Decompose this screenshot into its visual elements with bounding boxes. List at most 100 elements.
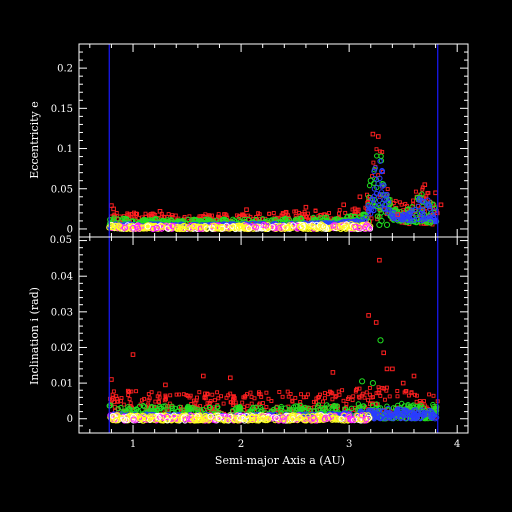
data-point [153, 224, 160, 231]
data-point [376, 385, 381, 390]
bottom-panel-ticks: 0 0.01 0.02 0.03 0.04 1 2 3 4 [51, 237, 468, 450]
data-point [109, 412, 117, 420]
data-point [115, 405, 121, 412]
data-point [115, 222, 122, 229]
data-point [341, 398, 346, 403]
data-point [155, 414, 162, 421]
data-point [380, 150, 385, 154]
data-point [246, 225, 253, 232]
data-point [415, 203, 422, 210]
outlier-point [378, 217, 385, 224]
data-point [322, 396, 327, 401]
data-point [426, 203, 433, 209]
data-point [252, 396, 257, 401]
data-point [231, 395, 236, 400]
outlier-point [357, 194, 363, 200]
data-point [404, 389, 409, 393]
data-point [348, 213, 354, 219]
data-point [420, 187, 425, 192]
data-point [205, 392, 210, 397]
data-point [266, 396, 271, 401]
xtick-label: 3 [346, 439, 352, 450]
data-point [162, 398, 167, 403]
data-point [136, 216, 141, 221]
outlier-point [427, 219, 434, 226]
data-point [299, 405, 306, 412]
data-point [114, 211, 119, 215]
data-point [192, 406, 198, 412]
ytick-label: 0 [67, 224, 73, 235]
data-point [352, 206, 357, 211]
data-point [147, 414, 154, 421]
outlier-point [341, 202, 346, 208]
data-point [382, 201, 388, 208]
data-point [140, 403, 147, 409]
data-point [199, 417, 206, 424]
bottom-panel-frame [78, 236, 469, 434]
data-point [414, 410, 420, 416]
data-point [149, 390, 154, 395]
data-point [284, 224, 291, 232]
data-point [224, 395, 229, 400]
data-point [221, 401, 226, 406]
data-point [330, 397, 335, 402]
data-point [185, 216, 191, 223]
data-point [313, 209, 318, 213]
data-point [271, 211, 276, 215]
data-point [162, 403, 169, 409]
data-point [330, 391, 335, 396]
data-point [421, 198, 427, 205]
data-point [307, 407, 313, 414]
data-point [223, 222, 230, 229]
data-point [382, 196, 388, 203]
data-point [298, 215, 304, 221]
data-point [233, 415, 240, 422]
data-point [190, 416, 198, 423]
data-point [279, 414, 286, 421]
data-point [258, 392, 263, 397]
data-point [348, 405, 355, 411]
ytick-label: 0.02 [51, 343, 73, 354]
outlier-point [111, 206, 116, 212]
outlier-point [384, 366, 390, 372]
data-point [310, 414, 317, 421]
data-point [326, 392, 331, 397]
data-point [321, 416, 328, 423]
data-point [409, 390, 414, 395]
data-point [127, 397, 132, 402]
outlier-point [395, 212, 401, 217]
data-point [414, 399, 419, 404]
data-point [181, 392, 186, 397]
data-point [353, 416, 360, 423]
data-point [142, 217, 149, 223]
data-point [241, 395, 246, 400]
data-point [208, 224, 216, 231]
data-point [249, 417, 256, 424]
data-point [393, 409, 399, 415]
outlier-point [377, 257, 382, 263]
data-point [187, 405, 193, 411]
data-point [258, 225, 266, 232]
data-point [427, 392, 432, 397]
data-point [157, 395, 162, 400]
data-point [241, 417, 248, 424]
data-point [385, 405, 391, 412]
data-point [148, 212, 153, 217]
data-point [158, 405, 164, 412]
data-point [150, 225, 157, 233]
data-point [430, 401, 436, 408]
data-point [399, 202, 404, 207]
data-point [356, 207, 361, 212]
data-point [110, 392, 115, 397]
data-point [253, 417, 260, 424]
top-panel-ylabel: Eccentricity e [28, 101, 41, 178]
data-point [377, 175, 383, 182]
data-point [406, 393, 411, 398]
data-point [354, 388, 359, 392]
data-point [164, 417, 171, 424]
data-point [121, 224, 128, 231]
data-point [125, 404, 131, 410]
data-point [322, 405, 328, 411]
data-point [416, 404, 422, 410]
data-point [424, 202, 430, 209]
